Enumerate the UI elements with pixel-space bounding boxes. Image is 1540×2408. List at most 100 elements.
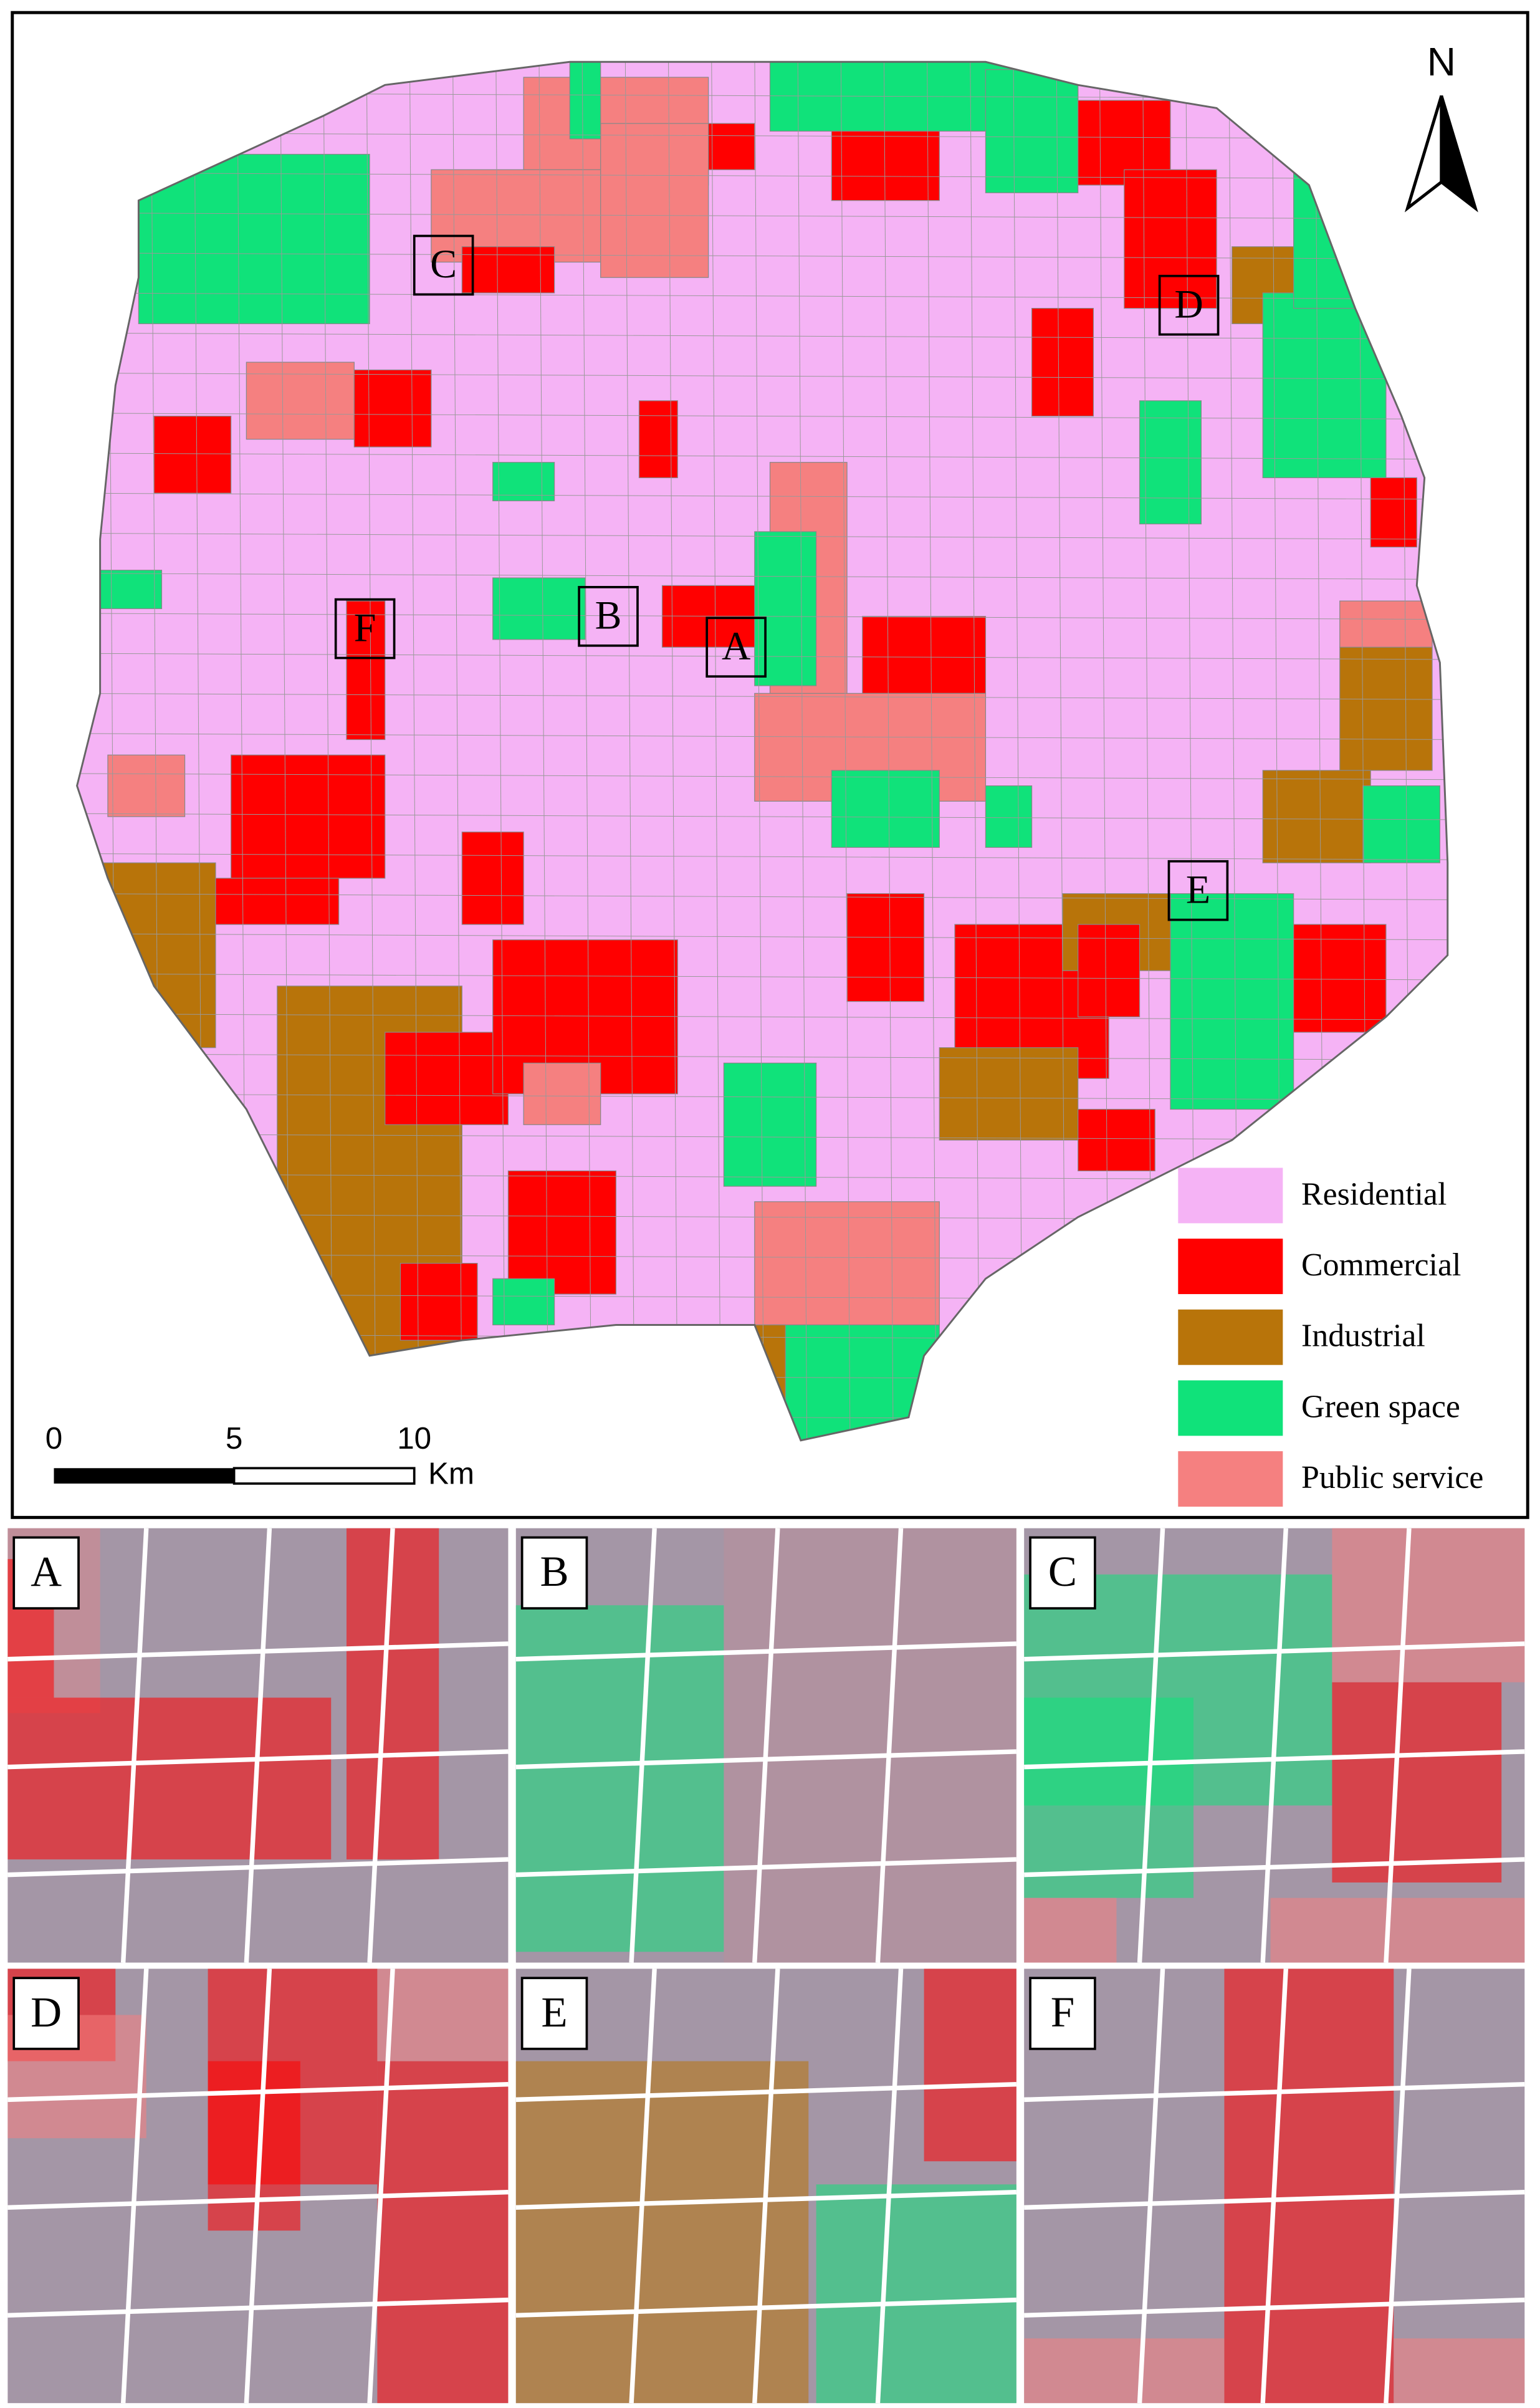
- land-parcel: [1362, 785, 1441, 863]
- land-use-overlay: [1024, 1697, 1194, 1898]
- legend-swatch: [1178, 1168, 1283, 1224]
- parcel-border: [875, 1528, 904, 1963]
- land-parcel: [399, 1263, 478, 1341]
- land-parcel: [353, 369, 432, 448]
- parcel-border: [244, 1528, 272, 1963]
- land-use-overlay: [1024, 1897, 1117, 1963]
- parcel-border: [1384, 1969, 1412, 2404]
- land-parcel: [215, 878, 340, 925]
- north-arrow-right: [1440, 95, 1478, 213]
- street-line: [77, 973, 1448, 981]
- street-line: [797, 62, 808, 1441]
- land-use-overlay: [346, 1528, 439, 1859]
- parcel-border: [367, 1528, 395, 1963]
- parcel-border: [1024, 2081, 1525, 2103]
- legend-swatch: [1178, 1380, 1283, 1436]
- parcel-border: [120, 1528, 149, 1963]
- land-parcel: [569, 62, 601, 140]
- parcel-border: [515, 2297, 1016, 2318]
- legend-label: Industrial: [1301, 1318, 1425, 1354]
- land-parcel: [153, 415, 232, 494]
- street-line: [883, 62, 894, 1441]
- land-parcel: [939, 1047, 1079, 1141]
- scale-unit: Km: [428, 1457, 474, 1491]
- street-line: [77, 372, 1448, 380]
- parcel-border: [1024, 1857, 1525, 1878]
- land-parcel: [1031, 307, 1094, 417]
- street-line: [366, 62, 376, 1441]
- legend-swatch: [1178, 1451, 1283, 1507]
- detail-panel: A: [7, 1528, 509, 1963]
- street-line: [323, 62, 333, 1441]
- land-parcel: [1339, 646, 1433, 771]
- land-parcel: [1124, 169, 1217, 309]
- street-line: [711, 62, 721, 1441]
- scale-white: [232, 1467, 416, 1485]
- legend: Residential Commercial Industrial Green spa…: [1178, 1168, 1483, 1507]
- land-parcel: [507, 1170, 617, 1295]
- land-parcel: [1339, 600, 1433, 648]
- street-line: [77, 893, 1448, 900]
- land-use-overlay: [7, 1697, 332, 1859]
- detail-panel: C: [1024, 1528, 1525, 1963]
- parcel-border: [7, 2189, 509, 2210]
- parcel-border: [1024, 2189, 1525, 2210]
- land-parcel: [1078, 924, 1141, 1017]
- street-line: [538, 62, 549, 1441]
- street-line: [77, 1053, 1448, 1060]
- parcel-border: [1384, 1528, 1412, 1963]
- street-line: [77, 1133, 1448, 1141]
- location-label: A: [722, 624, 750, 668]
- street-line: [970, 62, 980, 1441]
- parcel-border: [1024, 1641, 1525, 1662]
- parcel-border: [367, 1969, 395, 2404]
- street-line: [77, 252, 1448, 260]
- land-parcel: [92, 570, 163, 610]
- parcel-border: [1024, 1749, 1525, 1770]
- land-use-overlay: [924, 1969, 1016, 2162]
- parcel-border: [629, 1969, 657, 2404]
- detail-panel: B: [515, 1528, 1016, 1963]
- parcel-border: [7, 1857, 509, 1878]
- legend-swatch: [1178, 1309, 1283, 1365]
- parcel-border: [515, 1641, 1016, 1662]
- land-parcel: [346, 600, 386, 741]
- land-use-overlay: [377, 2061, 509, 2404]
- land-parcel: [638, 400, 678, 479]
- parcel-border: [120, 1969, 149, 2404]
- land-parcel: [708, 123, 755, 170]
- street-line: [77, 1093, 1448, 1101]
- location-box: [705, 616, 767, 678]
- detail-panel: D: [7, 1969, 509, 2404]
- street-line: [77, 172, 1448, 180]
- parcel-border: [7, 2081, 509, 2103]
- scale-tick-label: 0: [45, 1421, 62, 1456]
- location-box: [413, 234, 474, 296]
- land-use-overlay: [515, 1605, 724, 1952]
- street-line: [77, 693, 1448, 700]
- panel-label: F: [1051, 1988, 1074, 2036]
- street-line: [77, 1013, 1448, 1020]
- street-line: [77, 292, 1448, 300]
- land-parcel: [862, 616, 987, 694]
- land-parcel: [831, 770, 940, 848]
- north-label: N: [1427, 39, 1456, 84]
- location-label: F: [354, 605, 376, 650]
- land-use-overlay: [377, 1969, 509, 2061]
- land-parcel: [523, 1062, 601, 1125]
- parcel-border: [1137, 1969, 1165, 2404]
- location-box: [578, 586, 639, 647]
- land-parcel: [246, 362, 355, 440]
- land-parcel: [107, 754, 186, 817]
- land-use-overlay: [1394, 2338, 1525, 2404]
- land-parcel: [1293, 924, 1387, 1033]
- panel-label: B: [540, 1547, 568, 1595]
- panel-label: A: [31, 1547, 62, 1595]
- panel-label-box: [520, 1536, 588, 1609]
- land-use-overlay: [816, 2184, 1016, 2404]
- street-line: [77, 453, 1448, 460]
- panel-label-box: [1029, 1977, 1096, 2050]
- street-line: [77, 853, 1448, 860]
- land-parcel: [985, 69, 1079, 193]
